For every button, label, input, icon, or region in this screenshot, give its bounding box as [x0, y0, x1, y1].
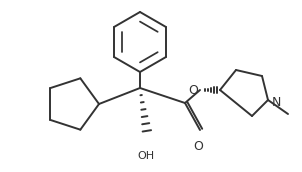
Text: OH: OH — [137, 151, 155, 161]
Text: O: O — [188, 84, 198, 98]
Text: O: O — [193, 140, 203, 153]
Text: N: N — [272, 95, 281, 109]
